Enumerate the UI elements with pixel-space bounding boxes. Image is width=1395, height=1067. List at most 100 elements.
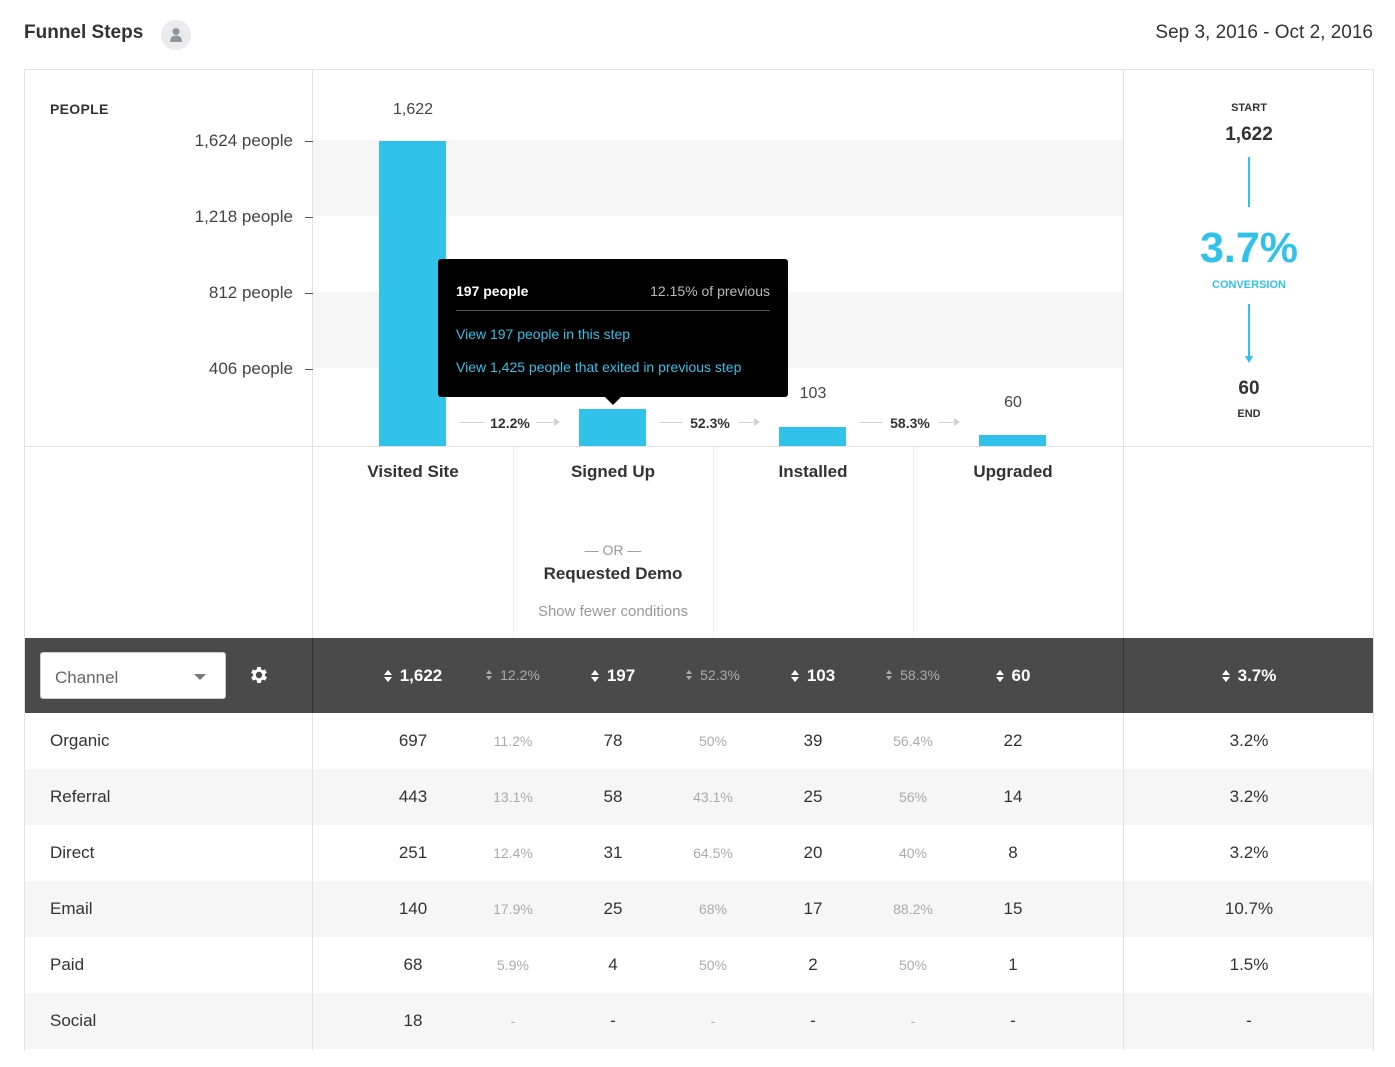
row-step-conversion: 50% [698,957,728,973]
divider [25,446,1373,447]
row-step-conversion: 50% [698,733,728,749]
y-tick-label: 1,624 people [194,131,293,150]
divider [913,447,914,638]
divider [312,769,313,825]
table-row[interactable]: Direct 251 12.4% 31 64.5% 20 40% 8 3.2% [25,825,1373,881]
y-tick-label: 1,218 people [194,207,293,226]
row-step-count: 17 [803,899,823,918]
row-step-conversion: 50% [898,957,928,973]
conversion-rate: 3.7% [1199,224,1298,272]
row-step-conversion: 64.5% [693,845,733,861]
conversion-line [1248,157,1250,207]
tooltip-divider [456,310,770,311]
bar-value-label: 60 [1004,394,1022,411]
conversion-line [1248,304,1250,356]
arrow-down-icon [1245,356,1253,363]
sort-col-conv-2[interactable]: 52.3% [663,638,763,713]
funnel-bar[interactable] [979,435,1046,446]
row-step-conversion: 43.1% [693,789,733,805]
row-step-conversion: 56% [898,789,928,805]
y-tick [305,293,313,294]
show-fewer-conditions-link[interactable]: Show fewer conditions [537,603,689,620]
funnel-bar[interactable] [779,427,846,446]
row-conversion: 3.2% [1229,731,1269,750]
page-title: Funnel Steps [24,22,144,43]
row-conversion: 10.7% [1224,899,1274,918]
table-row[interactable]: Email 140 17.9% 25 68% 17 88.2% 15 10.7% [25,881,1373,937]
divider [1123,881,1124,937]
table-row[interactable]: Social 18 - - - - - - - [25,993,1373,1049]
sort-col-conversion[interactable]: 3.7% [1199,638,1299,713]
row-segment-name: Organic [50,731,110,750]
divider [1123,825,1124,881]
y-tick [305,141,313,142]
tooltip-people: 197 people [456,283,529,299]
divider [513,447,514,638]
row-step-count: 140 [398,899,428,918]
row-step-conversion: 12.4% [493,845,533,861]
row-step-count: 14 [1003,787,1023,806]
y-tick [305,217,313,218]
step-name-upgraded[interactable]: Upgraded [973,462,1053,481]
start-value: 1,622 [1225,124,1273,145]
row-step-count: 251 [398,843,428,862]
step-conversion: 52.3% [660,415,760,431]
view-people-link[interactable]: View 197 people in this step [456,326,631,342]
row-step-conversion: - [710,1013,716,1029]
row-segment-name: Paid [50,955,85,974]
divider [713,447,714,638]
sort-col-installed[interactable]: 103 [763,638,863,713]
row-step-conversion: 56.4% [893,733,933,749]
row-conversion: - [1246,1011,1252,1030]
sort-col-conv-1[interactable]: 12.2% [463,638,563,713]
row-step-conversion: 40% [898,845,928,861]
funnel-bar[interactable] [379,141,446,446]
divider [1123,769,1124,825]
bar-value-label: 1,622 [392,101,434,118]
row-step-conversion: 13.1% [493,789,533,805]
row-segment-name: Email [50,899,93,918]
divider [312,70,313,1050]
row-step-count: 31 [603,843,623,862]
end-value: 60 [1238,378,1260,399]
row-step-conversion: 17.9% [493,901,533,917]
y-tick [305,369,313,370]
row-step-count: 39 [803,731,823,750]
row-step-conversion: - [910,1013,916,1029]
row-step-count: - [610,1011,616,1030]
step-name-signed-up[interactable]: Signed Up [570,462,656,481]
row-step-count: 58 [603,787,623,806]
funnel-bar[interactable] [579,409,646,446]
row-step-conversion: 5.9% [497,957,529,973]
table-row[interactable]: Referral 443 13.1% 58 43.1% 25 56% 14 3.2% [25,769,1373,825]
sort-col-upgraded[interactable]: 60 [963,638,1063,713]
row-step-count: 697 [398,731,428,750]
date-range[interactable]: Sep 3, 2016 - Oct 2, 2016 [1155,22,1373,43]
view-exited-link[interactable]: View 1,425 people that exited in previou… [456,359,742,375]
row-step-count: 78 [603,731,623,750]
tooltip-caret [605,397,621,405]
row-step-count: 1 [1008,955,1018,974]
user-icon[interactable] [161,20,191,50]
row-segment-name: Referral [50,787,111,806]
divider [1123,638,1124,713]
segment-dropdown[interactable]: Channel [40,652,226,699]
row-step-count: 25 [803,787,823,806]
sort-col-visited-site[interactable]: 1,622 [363,638,463,713]
row-step-count: 2 [808,955,818,974]
step-name-requested-demo[interactable]: Requested Demo [543,564,683,583]
sort-col-signed-up[interactable]: 197 [563,638,663,713]
table-row[interactable]: Organic 697 11.2% 78 50% 39 56.4% 22 3.2% [25,713,1373,769]
gear-icon[interactable] [248,664,270,686]
sort-col-conv-3[interactable]: 58.3% [863,638,963,713]
table-row[interactable]: Paid 68 5.9% 4 50% 2 50% 1 1.5% [25,937,1373,993]
row-conversion: 3.2% [1229,843,1269,862]
row-step-count: - [1010,1011,1016,1030]
step-name-installed[interactable]: Installed [778,462,848,481]
row-step-conversion: 88.2% [893,901,933,917]
row-step-conversion: 68% [698,901,728,917]
bar-tooltip: 197 people 12.15% of previous View 197 p… [438,259,788,405]
step-name-visited-site[interactable]: Visited Site [367,462,459,481]
row-step-conversion: 11.2% [493,733,533,749]
bar-value-label: 103 [799,385,827,402]
